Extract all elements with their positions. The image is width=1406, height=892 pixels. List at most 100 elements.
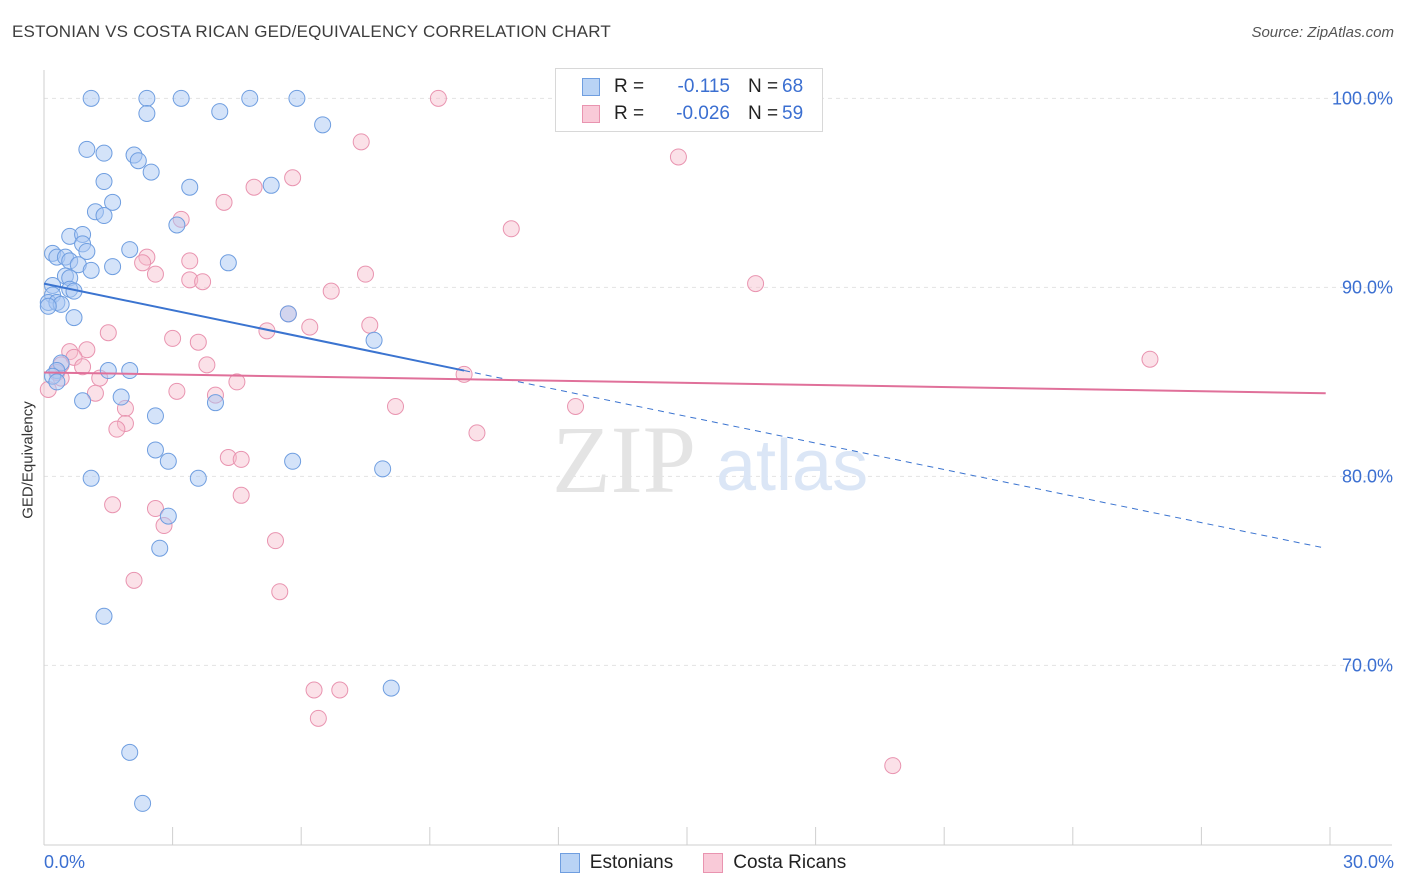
source-label: Source: ZipAtlas.com bbox=[1251, 24, 1394, 41]
costa-rican-point bbox=[387, 397, 405, 415]
costa-rican-point bbox=[429, 89, 447, 107]
estonians-label: Estonians bbox=[589, 852, 674, 873]
estonian-point bbox=[78, 140, 96, 158]
estonian-point bbox=[284, 452, 302, 470]
estonian-trend-line bbox=[43, 282, 465, 372]
estonian-point bbox=[82, 469, 100, 487]
estonian-point bbox=[241, 89, 259, 107]
costa-rican-point bbox=[271, 583, 289, 601]
estonian-point bbox=[382, 679, 400, 697]
costa-rican-point bbox=[104, 496, 122, 514]
estonian-point bbox=[181, 178, 199, 196]
y-tick-label: 80.0% bbox=[1342, 466, 1393, 486]
estonian-point bbox=[146, 441, 164, 459]
estonian-point bbox=[129, 152, 147, 170]
estonian-point bbox=[138, 89, 156, 107]
costa-rican-point bbox=[146, 265, 164, 283]
estonian-point bbox=[121, 362, 139, 380]
estonian-trend-extension bbox=[463, 370, 1326, 549]
estonian-point bbox=[95, 173, 113, 191]
estonian-point bbox=[95, 607, 113, 625]
costa-rican-point bbox=[228, 373, 246, 391]
x-axis-ticks bbox=[43, 827, 1331, 845]
r-value: -0.026 bbox=[676, 103, 730, 124]
costa-rican-point bbox=[502, 220, 520, 238]
costa-rican-point bbox=[146, 500, 164, 518]
costa-rican-point bbox=[74, 358, 92, 376]
estonian-point bbox=[104, 193, 122, 211]
estonian-point bbox=[168, 216, 186, 234]
costa-rican-point bbox=[567, 397, 585, 415]
y-tick-label: 100.0% bbox=[1332, 88, 1393, 108]
costa-rican-trend-line bbox=[43, 371, 1326, 395]
estonian-point bbox=[151, 539, 169, 557]
costa-rican-point bbox=[99, 324, 117, 342]
estonian-point bbox=[288, 89, 306, 107]
r-label: R = bbox=[614, 103, 645, 124]
legend-item-estonians: Estonians bbox=[559, 852, 674, 874]
costa-rican-point bbox=[284, 169, 302, 187]
costa-rican-point bbox=[884, 757, 902, 775]
estonian-point bbox=[82, 261, 100, 279]
costa-rican-point bbox=[181, 271, 199, 289]
costa-rican-point bbox=[331, 681, 349, 699]
costa-rican-point bbox=[181, 252, 199, 270]
estonian-point bbox=[172, 89, 190, 107]
costa-rican-legend-swatch bbox=[703, 853, 724, 873]
axes bbox=[43, 70, 1392, 846]
estonian-point bbox=[159, 507, 177, 525]
estonian-point bbox=[39, 297, 57, 315]
n-value: 59 bbox=[782, 103, 804, 124]
estonian-point bbox=[112, 388, 130, 406]
estonian-point bbox=[206, 394, 224, 412]
estonian-point bbox=[189, 469, 207, 487]
y-tick-label: 90.0% bbox=[1342, 277, 1393, 297]
costa-rican-point bbox=[125, 571, 143, 589]
estonian-point bbox=[95, 144, 113, 162]
watermark-atlas: atlas bbox=[716, 426, 868, 506]
costa-rican-point bbox=[305, 681, 323, 699]
costa-rican-point bbox=[361, 316, 379, 334]
estonian-point bbox=[82, 89, 100, 107]
estonian-point bbox=[365, 331, 383, 349]
estonian-point bbox=[159, 452, 177, 470]
costa-rican-point bbox=[134, 254, 152, 272]
costa-rican-point bbox=[232, 486, 250, 504]
costa-rican-point bbox=[301, 318, 319, 336]
estonian-point bbox=[262, 176, 280, 194]
costa-rican-point bbox=[266, 532, 284, 550]
costa-rican-point bbox=[357, 265, 374, 283]
n-value: 68 bbox=[782, 76, 804, 97]
costa-rican-point bbox=[164, 329, 182, 347]
r-label: R = bbox=[614, 76, 645, 97]
estonian-point bbox=[211, 103, 229, 121]
legend-item-costa-ricans: Costa Ricans bbox=[703, 852, 846, 874]
costa-rican-point bbox=[232, 450, 250, 468]
costa-rican-point bbox=[86, 384, 104, 402]
y-axis-tick-labels: 100.0% 90.0% 80.0% 70.0% bbox=[1332, 88, 1393, 675]
costa-rican-point bbox=[352, 133, 370, 151]
estonian-point bbox=[74, 392, 92, 410]
costa-rican-point bbox=[747, 275, 765, 293]
estonian-swatch bbox=[582, 78, 600, 96]
estonian-point bbox=[374, 460, 392, 478]
estonian-point bbox=[314, 116, 332, 134]
estonian-point bbox=[121, 241, 139, 259]
trend-lines bbox=[43, 282, 1326, 549]
estonian-points bbox=[39, 89, 400, 812]
costa-rican-point bbox=[468, 424, 486, 442]
estonian-point bbox=[104, 258, 122, 276]
stats-legend: R = -0.115 N = 68 R = -0.026 N = 59 bbox=[555, 68, 823, 132]
watermark: ZIP atlas bbox=[552, 406, 868, 513]
estonian-point bbox=[146, 407, 164, 425]
n-label: N = bbox=[748, 103, 779, 124]
estonian-point bbox=[65, 309, 83, 327]
costa-rican-point bbox=[168, 382, 186, 400]
watermark-zip: ZIP bbox=[552, 406, 696, 513]
costa-rican-swatch bbox=[582, 105, 600, 123]
costa-rican-point bbox=[108, 420, 126, 438]
costa-rican-point bbox=[78, 341, 96, 359]
costa-rican-point bbox=[189, 333, 207, 351]
series-legend: Estonians Costa Ricans bbox=[0, 852, 1406, 874]
